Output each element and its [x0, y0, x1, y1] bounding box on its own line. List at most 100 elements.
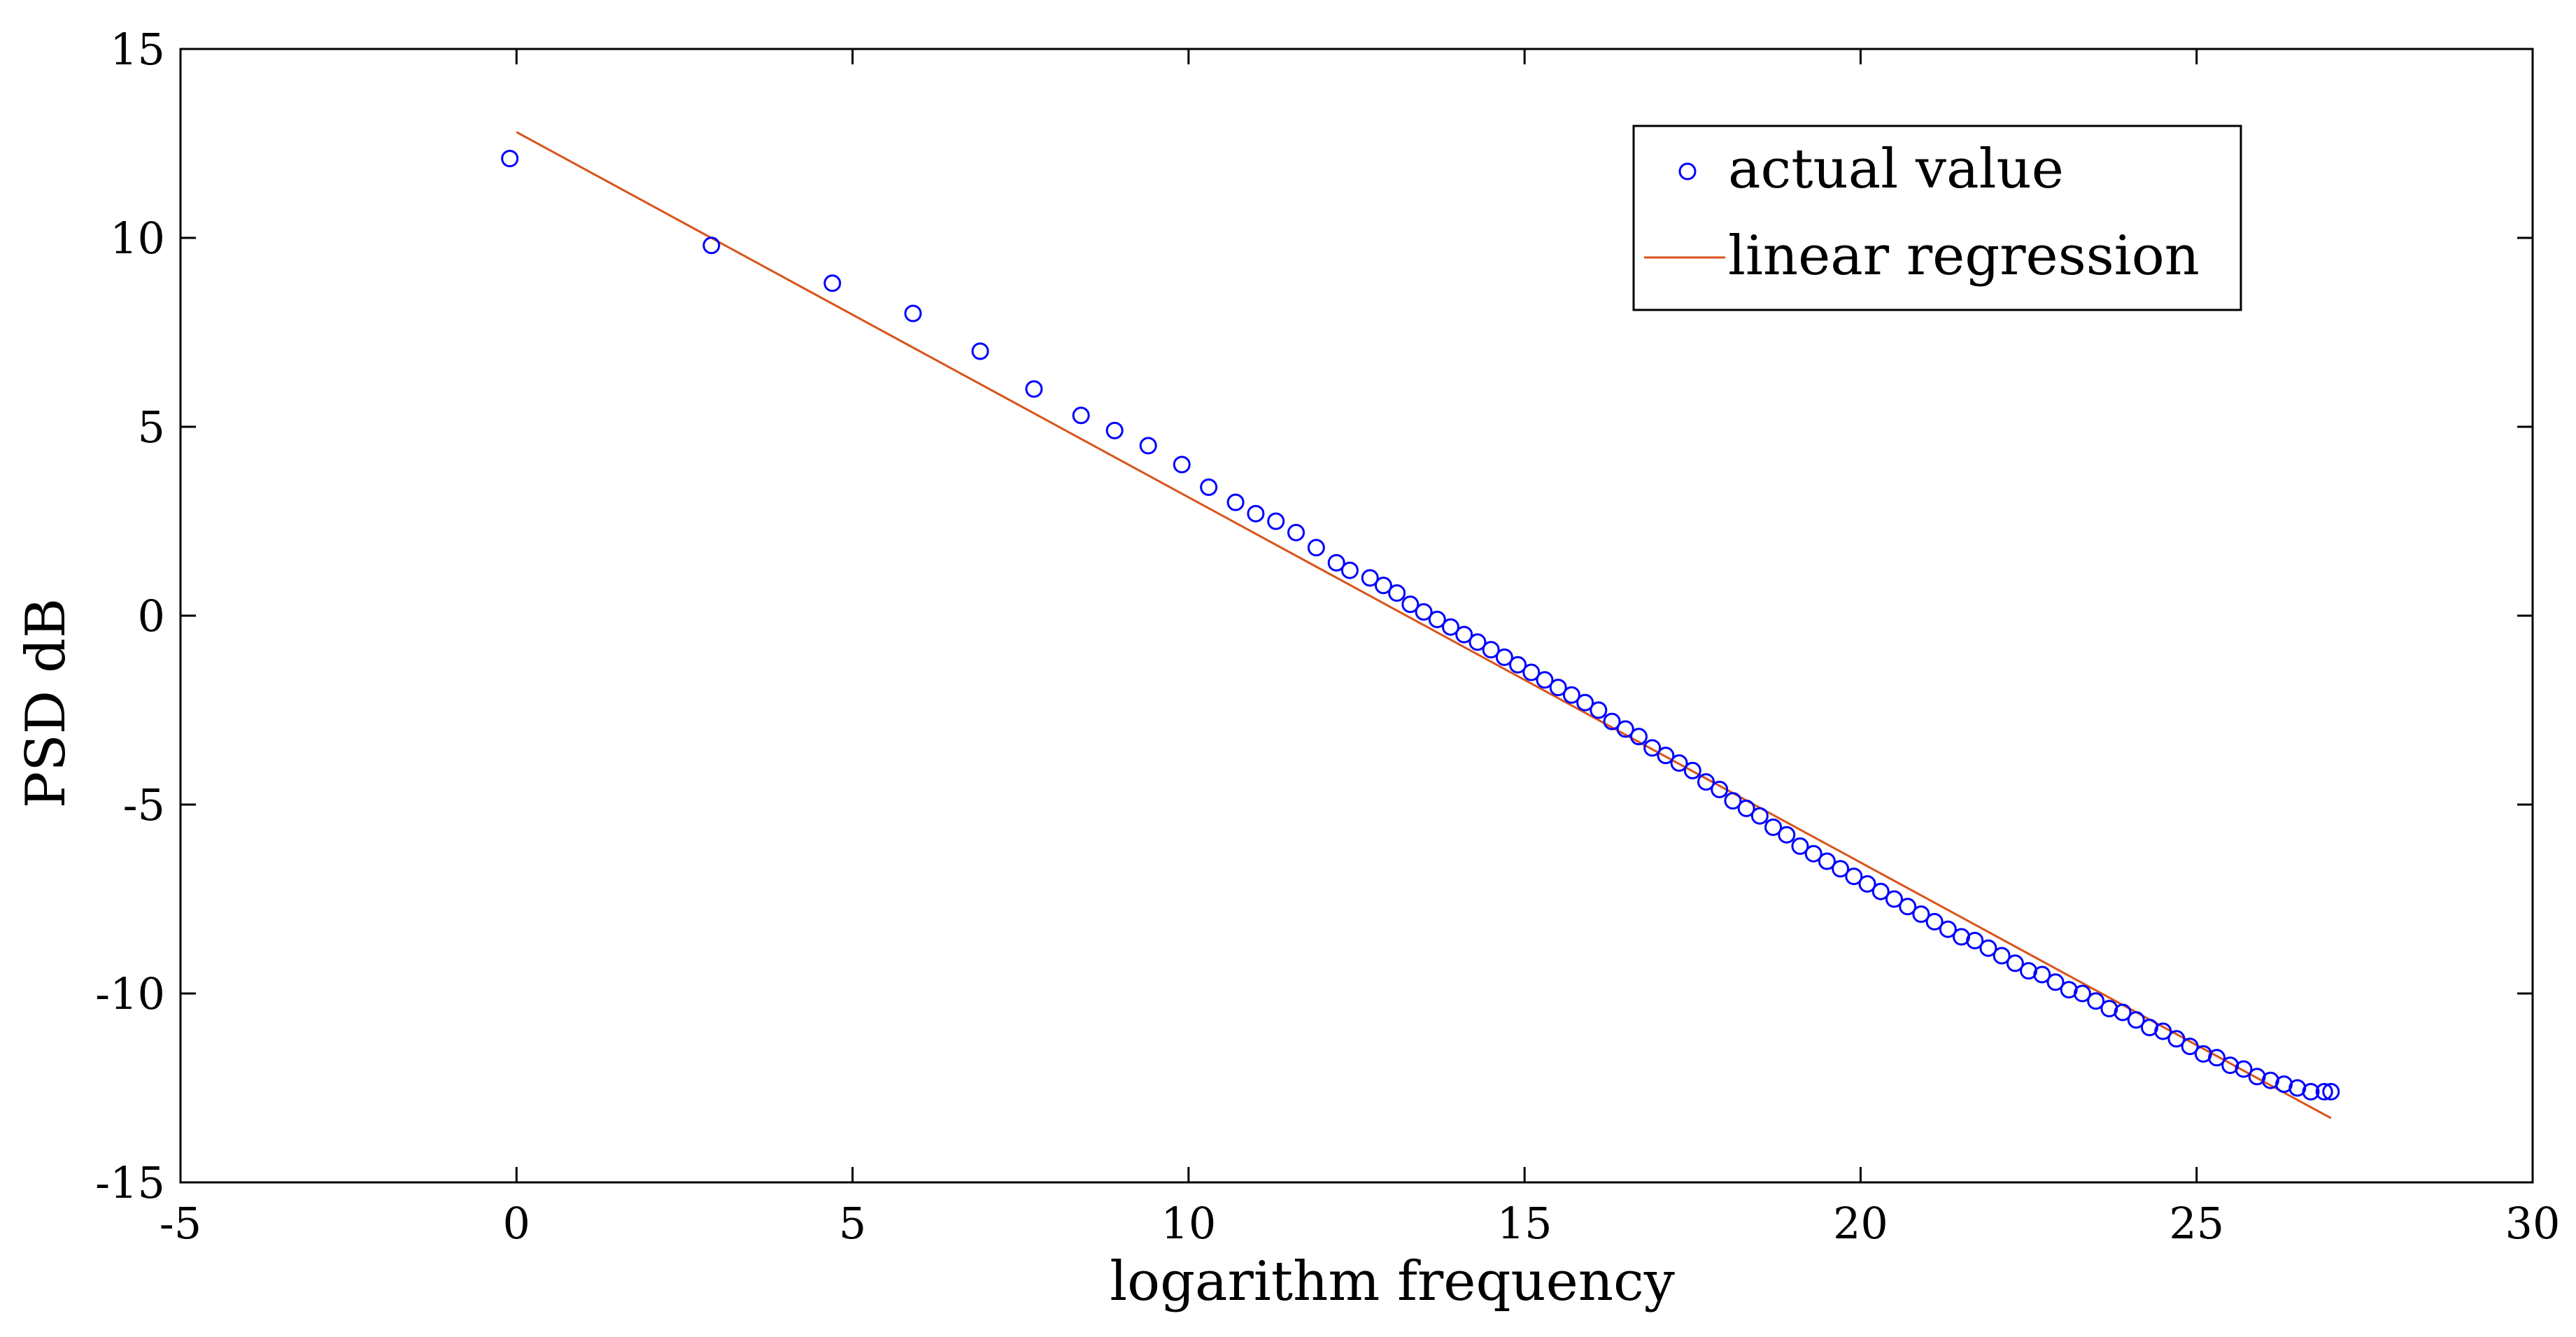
data-point [823, 274, 842, 292]
data-point [1737, 799, 1755, 817]
data-point [1576, 693, 1594, 712]
data-point [1307, 539, 1325, 557]
data-point [971, 342, 989, 360]
data-point [2127, 1011, 2145, 1029]
data-point [1200, 478, 1218, 496]
data-point [2087, 992, 2105, 1010]
legend-label-actual-value: actual value [1728, 138, 2064, 201]
data-point [1562, 686, 1580, 704]
y-axis-label: PSD dB [15, 598, 78, 809]
regression-line [516, 131, 2332, 1119]
data-point [2322, 1082, 2340, 1101]
y-tick-label: 5 [138, 402, 165, 453]
data-point [1173, 455, 1191, 474]
data-point [1832, 860, 1850, 878]
data-point [1603, 712, 1621, 730]
data-point [1441, 618, 1459, 636]
data-point [1804, 844, 1823, 863]
data-point [2302, 1082, 2320, 1101]
data-point [1139, 437, 1157, 455]
data-point [2181, 1038, 2199, 1056]
data-point [1966, 931, 1984, 949]
data-point [2235, 1060, 2253, 1078]
data-point [2208, 1049, 2226, 1067]
x-tick-label: 25 [2169, 1198, 2224, 1249]
y-tick-label: -10 [95, 968, 165, 1019]
data-point [1247, 504, 1265, 523]
x-axis-label: logarithm frequency [1110, 1250, 1675, 1313]
data-point [1629, 728, 1648, 746]
data-point [1939, 920, 1957, 938]
data-point [1374, 576, 1392, 595]
data-point [2154, 1022, 2172, 1040]
x-axis: -5 0 5 10 15 20 25 30 [160, 49, 2560, 1249]
y-tick-label: 0 [138, 590, 165, 642]
data-point [1522, 663, 1541, 681]
data-point [1885, 890, 1903, 908]
data-point [1388, 584, 1406, 602]
data-point [1226, 493, 1245, 511]
data-point [1287, 523, 1305, 542]
data-point [1340, 561, 1359, 579]
data-point [1993, 947, 2011, 965]
data-point [2114, 1003, 2132, 1021]
x-tick-label: 5 [839, 1198, 866, 1249]
data-point [1267, 512, 1285, 530]
data-point [1536, 671, 1554, 689]
x-tick-label: 15 [1497, 1198, 1552, 1249]
data-point [2006, 954, 2024, 972]
data-point [1361, 569, 1379, 587]
data-point [1670, 754, 1688, 772]
legend: actual value linear regression [1632, 125, 2242, 311]
data-point [1818, 852, 1836, 870]
data-point [1327, 553, 1345, 572]
data-point [2073, 984, 2091, 1003]
data-point [1105, 421, 1124, 439]
data-point [1750, 807, 1769, 825]
data-point [1401, 595, 1420, 614]
actual-value-series [501, 150, 2340, 1101]
data-point [1858, 875, 1876, 893]
data-point [1025, 380, 1043, 398]
data-point [1616, 720, 1634, 738]
data-point [1778, 826, 1796, 844]
x-tick-label: -5 [160, 1198, 201, 1249]
data-point [1469, 633, 1487, 651]
data-point [2315, 1082, 2333, 1101]
data-point [1657, 747, 1675, 765]
x-tick-label: 20 [1833, 1198, 1888, 1249]
data-point [1724, 792, 1742, 810]
legend-box [1632, 125, 2242, 311]
data-point [1549, 679, 1567, 697]
data-point [1590, 701, 1608, 719]
data-point [1455, 625, 1473, 644]
y-axis: 15 10 5 0 -5 -10 -15 [95, 24, 2533, 1208]
y-tick-label: -15 [95, 1157, 165, 1208]
data-point [1979, 939, 1997, 957]
data-point [1791, 837, 1809, 855]
data-point [1899, 898, 1917, 916]
data-point [1912, 905, 1930, 924]
data-point [1845, 868, 1863, 886]
x-tick-label: 0 [503, 1198, 530, 1249]
data-point [2033, 965, 2051, 984]
linear-regression-series [516, 131, 2332, 1119]
data-point [2167, 1030, 2186, 1048]
legend-label-linear-regression: linear regression [1728, 225, 2200, 288]
data-point [1072, 406, 1090, 425]
y-tick-label: 10 [110, 213, 165, 264]
data-point [702, 236, 721, 255]
legend-marker-actual-value [1678, 162, 1697, 181]
data-point [501, 150, 519, 168]
data-point [1495, 648, 1513, 666]
y-tick-label: 15 [110, 24, 165, 75]
data-point [1925, 912, 1944, 931]
y-tick-label: -5 [123, 779, 165, 830]
data-point [2046, 973, 2065, 991]
data-point [1428, 610, 1446, 628]
data-point [1482, 641, 1500, 659]
data-point [1683, 761, 1701, 779]
data-point [1871, 882, 1890, 900]
data-point [1509, 656, 1527, 674]
